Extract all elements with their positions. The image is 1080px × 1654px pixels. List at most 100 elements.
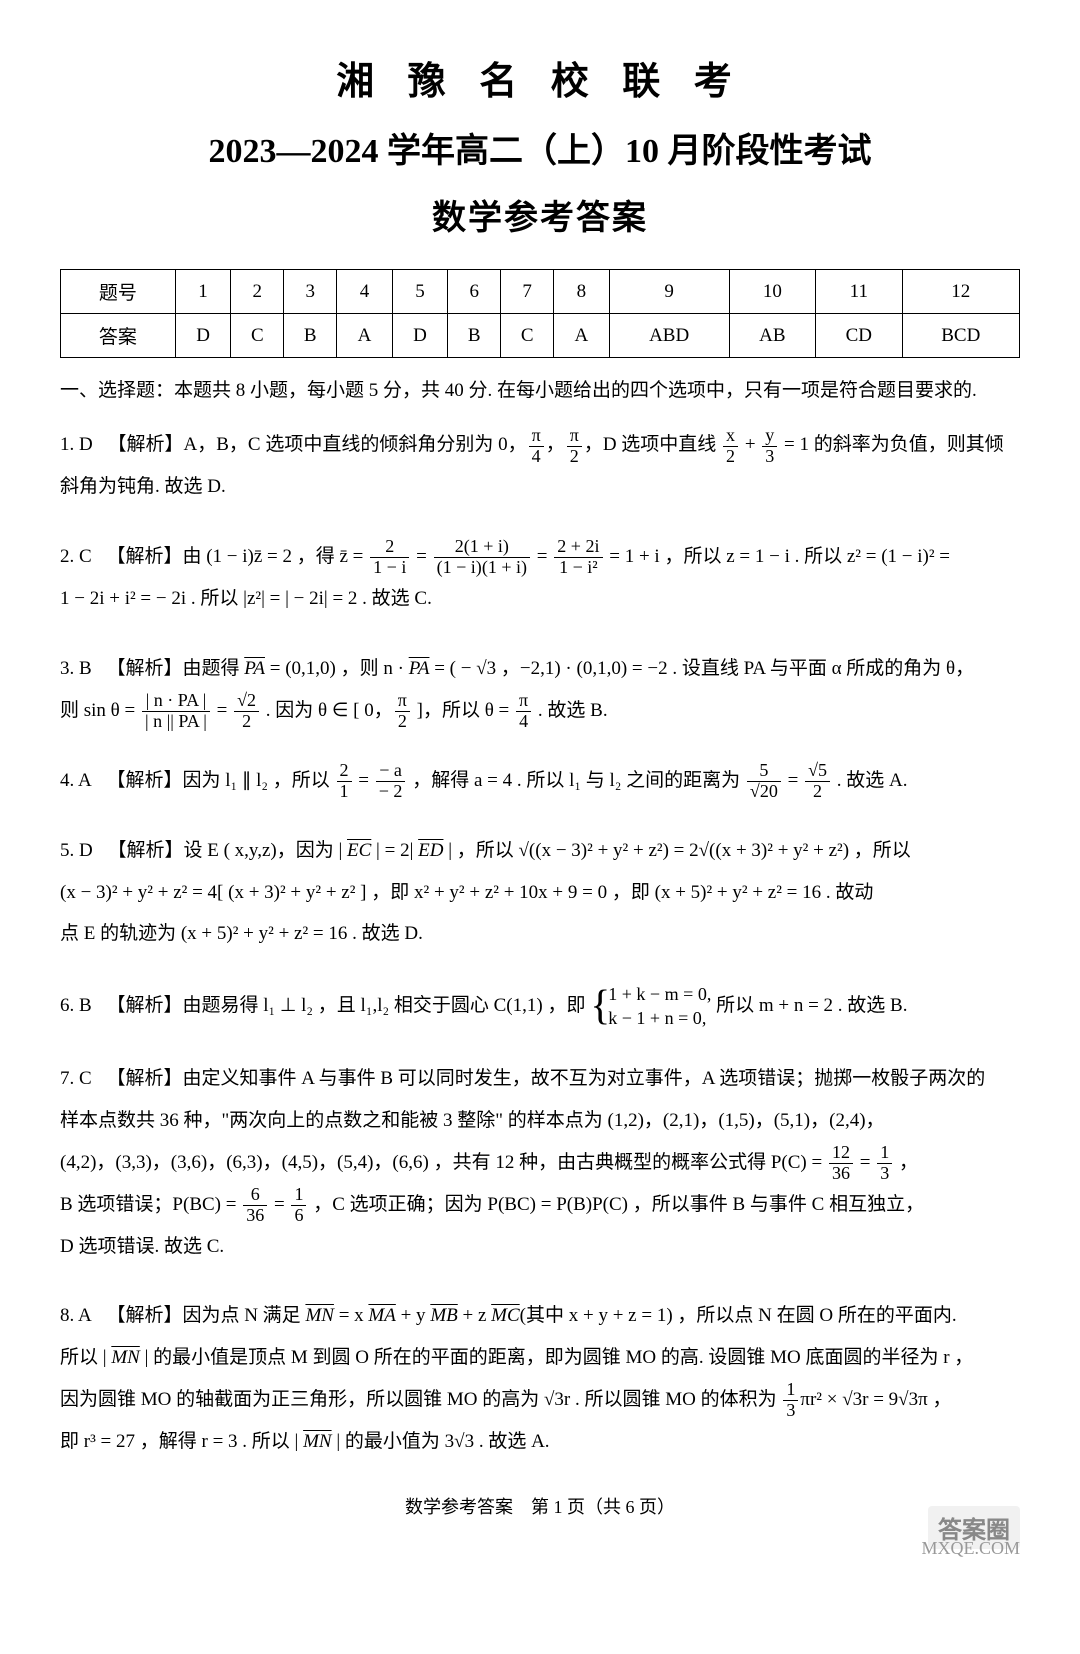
q6-text-a: 由题易得 l₁ ⊥ l₂ ，且 l₁,l₂ 相交于圆心 C(1,1) ，即 [182, 995, 590, 1016]
q3-vec-pa2: PA [409, 658, 430, 679]
q6-text-b: 所以 m + n = 2 . 故选 B. [716, 995, 907, 1016]
q1-frac4: y3 [762, 426, 777, 467]
ans-6: B [448, 314, 501, 358]
q5-label: 【解析】 [107, 840, 183, 861]
page-footer: 数学参考答案 第 1 页（共 6 页） [60, 1493, 1020, 1519]
q4-label: 【解析】 [106, 770, 182, 791]
q5-ans: D [79, 840, 93, 861]
q7-text-d: = [855, 1152, 875, 1173]
q8-num: 8. [60, 1305, 74, 1326]
q1-frac2: π2 [567, 426, 582, 467]
q5-vec-ec: EC [347, 840, 371, 861]
q3-text-b: = (0,1,0) ，则 n · [265, 658, 409, 679]
q7-num: 7. [60, 1068, 74, 1089]
q7-text-a: 由定义知事件 A 与事件 B 可以同时发生，故不互为对立事件，A 选项错误；抛掷… [182, 1068, 985, 1089]
col-11: 11 [816, 270, 902, 314]
q1-text-b: ， [546, 434, 565, 455]
col-12: 12 [902, 270, 1019, 314]
exam-header: 湘 豫 名 校 联 考 2023—2024 学年高二（上）10 月阶段性考试 数… [60, 50, 1020, 239]
q2-text-e: 1 − 2i + i² = − 2i . 所以 |z²| = | − 2i| =… [60, 588, 432, 609]
watermark-2: MXQE.COM [921, 1538, 1020, 1559]
table-answer-row: 答案 D C B A D B C A ABD AB CD BCD [61, 314, 1020, 358]
q8-vec-ma: MA [368, 1305, 395, 1326]
title-line3: 数学参考答案 [60, 190, 1020, 239]
q6-brace: 1 + k − m = 0, k − 1 + n = 0, [590, 983, 711, 1030]
q7-text-g: = [269, 1194, 289, 1215]
q7-text-i: D 选项错误. 故选 C. [60, 1236, 224, 1257]
col-8: 8 [554, 270, 610, 314]
q7-frac1: 1236 [829, 1143, 853, 1184]
q4-text-e: . 故选 A. [832, 770, 907, 791]
q5-num: 5. [60, 840, 74, 861]
q2-text-d: = 1 + i ，所以 z = 1 − i . 所以 z² = (1 − i)²… [605, 546, 951, 567]
q8-vec-mn2: MN [111, 1347, 140, 1368]
q8-text-e: (其中 x + y + z = 1) ，所以点 N 在圆 O 所在的平面内. [520, 1305, 957, 1326]
answer-label-cell: 答案 [61, 314, 176, 358]
q2-frac1: 21 − i [370, 537, 409, 578]
q8-text-i: πr² × √3r = 9√3π ， [800, 1389, 951, 1410]
ans-7: C [501, 314, 554, 358]
col-5: 5 [392, 270, 448, 314]
title-line2: 2023—2024 学年高二（上）10 月阶段性考试 [60, 123, 1020, 172]
q4-text-c: ，解得 a = 4 . 所以 l₁ 与 l₂ 之间的距离为 [407, 770, 744, 791]
q2-frac3: 2 + 2i1 − i² [554, 537, 602, 578]
q5-text-a: 设 E ( x,y,z)，因为 | [184, 840, 348, 861]
q4-text-a: 因为 l₁ ∥ l₂ ，所以 [182, 770, 334, 791]
q1-label: 【解析】 [107, 434, 183, 455]
col-1: 1 [175, 270, 231, 314]
q6-brace2: k − 1 + n = 0, [608, 1007, 711, 1030]
q3-num: 3. [60, 658, 74, 679]
q4-text-d: = [783, 770, 803, 791]
q3-text-a: 由题得 [182, 658, 244, 679]
q4-frac3: 5√20 [747, 761, 781, 802]
q7-ans: C [79, 1068, 92, 1089]
col-6: 6 [448, 270, 501, 314]
col-10: 10 [729, 270, 815, 314]
table-header-row: 题号 1 2 3 4 5 6 7 8 9 10 11 12 [61, 270, 1020, 314]
q7-frac3: 636 [243, 1185, 267, 1226]
q2-text-a: 由 (1 − i)z̄ = 2 ，得 z̄ = [182, 546, 368, 567]
q4-ans: A [78, 770, 92, 791]
question-6: 6. B 【解析】由题易得 l₁ ⊥ l₂ ，且 l₁,l₂ 相交于圆心 C(1… [60, 983, 1020, 1030]
ans-9: ABD [609, 314, 729, 358]
ans-12: BCD [902, 314, 1019, 358]
q2-frac2: 2(1 + i)(1 − i)(1 + i) [434, 537, 530, 578]
q7-frac2: 13 [877, 1143, 892, 1184]
q8-text-f: 所以 | [60, 1347, 111, 1368]
q5-text-b: | = 2| [371, 840, 418, 861]
q2-text-c: = [532, 546, 552, 567]
col-9: 9 [609, 270, 729, 314]
q1-frac1: π4 [529, 426, 544, 467]
q8-vec-mc: MC [491, 1305, 520, 1326]
q1-text-e: = 1 的斜率为负值，则其倾 [779, 434, 1003, 455]
q3-text-f: . 因为 θ ∈ [ 0， [261, 700, 393, 721]
q4-text-b: = [354, 770, 374, 791]
q3-text-g: ]，所以 θ = [412, 700, 514, 721]
q3-frac2: √22 [234, 691, 259, 732]
q8-text-h: 因为圆锥 MO 的轴截面为正三角形，所以圆锥 MO 的高为 √3r . 所以圆锥… [60, 1389, 781, 1410]
title-line1: 湘 豫 名 校 联 考 [60, 50, 1020, 105]
q3-label: 【解析】 [106, 658, 182, 679]
q7-text-f: B 选项错误；P(BC) = [60, 1194, 241, 1215]
q1-ans: D [79, 434, 93, 455]
q5-text-d: (x − 3)² + y² + z² = 4[ (x + 3)² + y² + … [60, 882, 873, 903]
q1-text-a: A，B，C 选项中直线的倾斜角分别为 0， [184, 434, 527, 455]
q3-frac3: π2 [395, 691, 410, 732]
col-3: 3 [284, 270, 337, 314]
q7-label: 【解析】 [106, 1068, 182, 1089]
q3-vec-pa: PA [244, 658, 265, 679]
q8-label: 【解析】 [106, 1305, 182, 1326]
q4-frac4: √52 [805, 761, 830, 802]
q7-text-e: ， [894, 1152, 918, 1173]
q3-text-c: = ( − √3 ，−2,1) · (0,1,0) = −2 . 设直线 PA … [429, 658, 974, 679]
q6-num: 6. [60, 995, 74, 1016]
q7-text-c: (4,2)，(3,3)，(3,6)，(6,3)，(4,5)，(5,4)，(6,6… [60, 1152, 827, 1173]
ans-5: D [392, 314, 448, 358]
q8-text-g: | 的最小值是顶点 M 到圆 O 所在的平面的距离，即为圆锥 MO 的高. 设圆… [140, 1347, 973, 1368]
q3-frac1: | n · PA || n || PA | [142, 691, 210, 732]
q8-text-a: 因为点 N 满足 [182, 1305, 305, 1326]
q7-text-h: ，C 选项正确；因为 P(BC) = P(B)P(C) ，所以事件 B 与事件 … [308, 1194, 924, 1215]
q2-text-b: = [411, 546, 431, 567]
answer-table: 题号 1 2 3 4 5 6 7 8 9 10 11 12 答案 D C B A… [60, 269, 1020, 358]
ans-8: A [554, 314, 610, 358]
